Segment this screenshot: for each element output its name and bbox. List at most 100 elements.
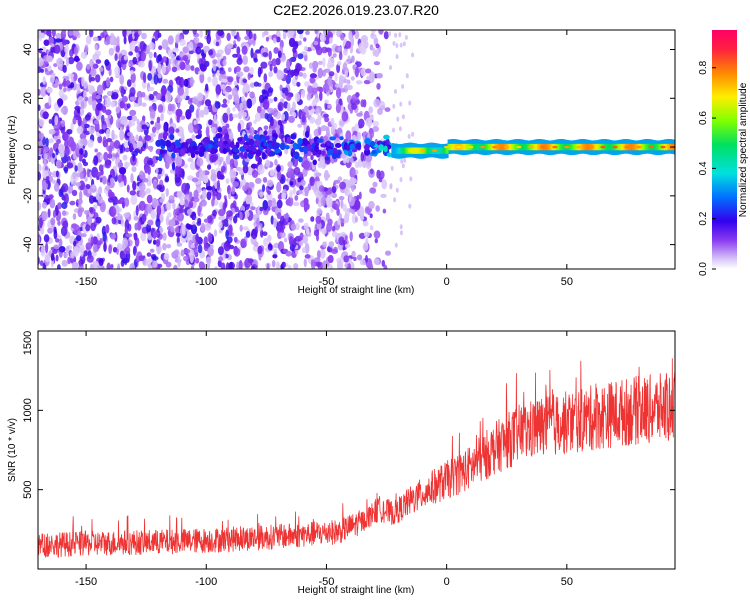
noise-blob <box>248 30 253 40</box>
line-band-inner <box>620 143 624 151</box>
signal-blob <box>378 144 385 152</box>
noise-blob <box>245 194 253 205</box>
noise-blob <box>92 244 98 253</box>
noise-blob <box>176 191 182 198</box>
noise-blob <box>385 250 391 256</box>
snr-x-label: Height of straight line (km) <box>298 585 415 596</box>
noise-blob <box>47 227 53 234</box>
noise-blob <box>401 163 405 169</box>
noise-blob <box>40 226 45 235</box>
noise-blob <box>72 213 77 220</box>
noise-blob <box>68 30 74 36</box>
noise-blob <box>41 46 47 54</box>
noise-blob <box>263 31 269 36</box>
noise-blob <box>183 255 189 262</box>
noise-blob <box>111 91 119 100</box>
noise-blob <box>400 158 404 164</box>
noise-blob <box>110 264 114 269</box>
noise-blob <box>45 137 49 148</box>
noise-blob <box>62 131 69 141</box>
noise-blob <box>220 262 226 269</box>
noise-blob <box>267 199 273 208</box>
colorbar: 0.0 0.2 0.4 0.6 0.8 Normalized spectral ampl… <box>698 30 749 276</box>
noise-blob <box>401 84 405 89</box>
noise-blob <box>373 61 380 66</box>
noise-blob <box>42 111 49 120</box>
noise-blob <box>38 256 41 265</box>
noise-blob <box>360 67 367 77</box>
noise-blob <box>70 251 75 259</box>
noise-blob <box>79 171 85 180</box>
noise-blob <box>299 111 307 116</box>
noise-blob <box>85 35 92 45</box>
line-band-inner <box>580 143 583 151</box>
noise-blob <box>207 76 212 83</box>
noise-blob <box>161 39 169 50</box>
noise-blob <box>227 94 233 100</box>
noise-blob <box>349 177 356 186</box>
noise-blob <box>162 56 167 63</box>
noise-blob <box>77 115 82 127</box>
noise-blob <box>363 231 370 237</box>
noise-blob <box>310 259 316 269</box>
line-peak <box>588 145 594 149</box>
noise-blob <box>90 77 96 82</box>
line-peak <box>600 145 606 149</box>
line-band-inner <box>417 147 420 154</box>
noise-blob <box>155 156 160 161</box>
noise-blob <box>143 95 150 101</box>
noise-blob <box>347 55 351 65</box>
noise-blob <box>365 237 369 246</box>
line-band-inner <box>568 143 572 151</box>
signal-blob <box>263 141 269 147</box>
noise-blob <box>38 163 42 173</box>
noise-blob <box>116 35 120 45</box>
noise-blob <box>377 107 383 115</box>
signal-blob <box>327 148 334 155</box>
noise-blob <box>42 136 46 146</box>
noise-blob <box>257 66 262 78</box>
noise-blob <box>399 101 403 107</box>
noise-blob <box>115 106 120 114</box>
noise-blob <box>92 53 100 62</box>
noise-blob <box>39 217 43 229</box>
line-band-inner <box>604 143 608 151</box>
noise-blob <box>61 30 66 36</box>
noise-blob <box>167 49 173 58</box>
line-band-inner <box>538 143 541 151</box>
noise-blob <box>184 64 192 71</box>
signal-blob <box>203 136 210 144</box>
noise-blob <box>48 138 54 144</box>
noise-blob <box>93 119 99 125</box>
noise-blob <box>232 181 239 188</box>
noise-blob <box>210 244 214 249</box>
noise-blob <box>292 158 299 167</box>
noise-blob <box>174 97 178 103</box>
noise-blob <box>115 199 122 204</box>
signal-blob <box>253 134 261 141</box>
noise-blob <box>82 161 89 167</box>
noise-blob <box>79 133 87 140</box>
noise-blob <box>103 242 107 252</box>
noise-blob <box>192 96 199 105</box>
noise-blob <box>221 78 228 83</box>
noise-blob <box>380 193 387 198</box>
noise-blob <box>116 243 123 250</box>
line-band-inner <box>488 143 491 151</box>
noise-blob <box>108 123 112 128</box>
line-band-inner <box>665 143 668 151</box>
noise-blob <box>53 182 60 192</box>
noise-blob <box>94 171 102 177</box>
noise-blob <box>155 129 159 134</box>
noise-blob <box>72 117 77 125</box>
noise-blob <box>193 120 197 125</box>
noise-blob <box>52 179 56 184</box>
noise-blob <box>251 169 259 178</box>
noise-blob <box>340 222 345 227</box>
noise-blob <box>115 45 120 53</box>
noise-blob <box>376 169 381 179</box>
noise-blob <box>236 71 244 78</box>
noise-blob <box>150 254 157 260</box>
noise-blob <box>191 177 199 183</box>
noise-blob <box>293 166 301 176</box>
